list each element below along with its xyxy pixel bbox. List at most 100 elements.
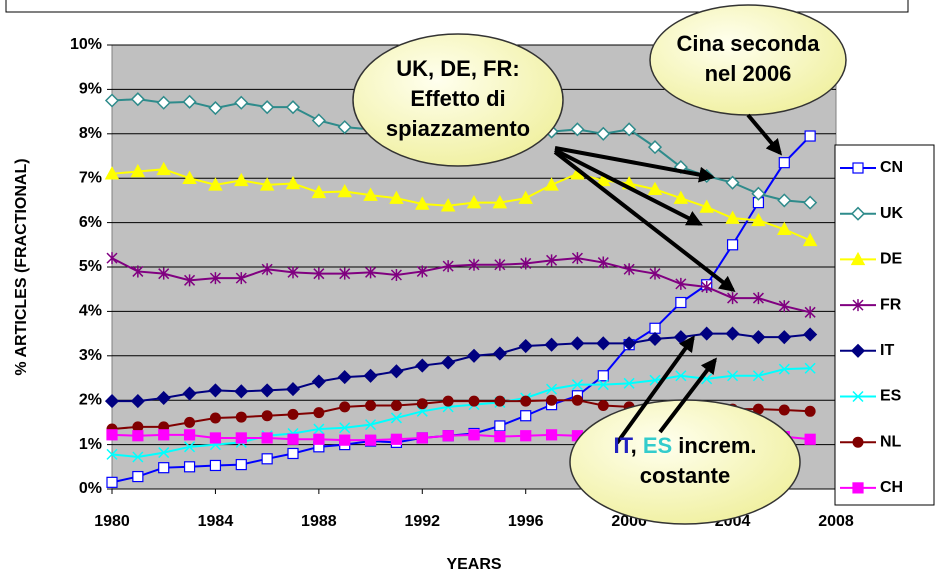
marker [466, 348, 482, 363]
marker [132, 451, 144, 463]
marker [804, 306, 816, 319]
annotation-part: increm. [672, 433, 756, 458]
marker [313, 407, 325, 419]
marker [597, 256, 609, 269]
marker [520, 430, 532, 442]
y-tick-label: 3% [79, 347, 102, 364]
marker [311, 374, 326, 389]
y-tick-label: 2% [79, 391, 102, 408]
marker [623, 377, 635, 389]
marker [416, 432, 428, 444]
marker [649, 267, 661, 280]
marker [287, 433, 299, 445]
marker [544, 337, 559, 352]
marker [311, 113, 326, 128]
marker [751, 186, 766, 201]
marker [208, 383, 223, 398]
y-tick-label: 6% [79, 214, 102, 231]
marker [337, 120, 352, 135]
marker [751, 212, 766, 227]
legend-label: IT [880, 342, 894, 359]
legend-entries: CN UK DE FR IT ES NL CH [840, 159, 904, 496]
series-line [112, 332, 811, 403]
marker [182, 386, 197, 401]
marker [494, 431, 506, 443]
marker [130, 92, 145, 107]
marker [363, 368, 378, 383]
marker [365, 400, 377, 412]
marker [544, 177, 559, 191]
marker [130, 163, 146, 178]
marker [209, 459, 222, 472]
annotation: nel 2006 [705, 61, 792, 86]
annotation-part: Cina seconda [676, 31, 820, 56]
marker [494, 395, 506, 407]
marker [570, 336, 585, 351]
legend-label: FR [880, 296, 902, 313]
marker [623, 263, 635, 276]
annotation: Cina seconda [676, 31, 820, 56]
series-line [111, 367, 811, 459]
marker [183, 461, 196, 473]
marker [313, 423, 325, 435]
marker [158, 447, 170, 459]
annotation-part: , [631, 433, 643, 458]
marker [778, 300, 790, 313]
marker [778, 157, 790, 169]
marker [649, 322, 661, 334]
marker [313, 433, 325, 445]
legend-label: DE [880, 251, 903, 268]
marker [261, 432, 273, 444]
marker [850, 343, 866, 358]
marker [571, 394, 583, 406]
marker [520, 410, 532, 422]
y-tick-label: 10% [70, 36, 102, 53]
marker [287, 408, 299, 420]
marker [596, 336, 611, 351]
marker [156, 390, 171, 406]
marker [285, 175, 301, 190]
x-tick-label: 1980 [94, 513, 130, 530]
marker [597, 400, 609, 412]
marker [208, 177, 223, 191]
arrow [746, 113, 783, 156]
marker [130, 394, 145, 409]
marker [390, 412, 402, 424]
marker [365, 419, 377, 431]
annotation-part: costante [640, 463, 730, 488]
marker [106, 429, 118, 441]
arrow [554, 146, 716, 183]
marker [158, 267, 170, 280]
marker [726, 239, 739, 251]
marker [337, 370, 352, 385]
series-line [111, 257, 811, 314]
marker [416, 265, 428, 278]
annotation: Effetto di [410, 86, 505, 111]
marker [778, 404, 790, 416]
legend [834, 144, 935, 506]
marker [675, 370, 687, 382]
marker [852, 482, 864, 494]
marker [260, 383, 275, 398]
marker [803, 195, 818, 210]
marker [132, 430, 144, 442]
marker [850, 251, 866, 266]
annotation-part: ES [643, 433, 672, 458]
marker [518, 190, 533, 204]
y-tick-label: 0% [79, 480, 102, 497]
marker [699, 199, 714, 213]
marker [852, 436, 864, 448]
x-tick-label: 1988 [301, 513, 337, 530]
y-tick-label: 5% [79, 258, 102, 275]
marker [106, 476, 118, 488]
y-tick-label: 4% [79, 303, 102, 320]
marker [132, 470, 144, 483]
frame [5, 0, 909, 13]
marker [727, 292, 739, 305]
marker [520, 257, 532, 270]
annotation-part: UK, DE, FR: [396, 56, 519, 81]
marker [364, 434, 377, 446]
marker [804, 130, 816, 142]
marker [440, 198, 456, 212]
x-axis-label: YEARS [446, 556, 501, 573]
